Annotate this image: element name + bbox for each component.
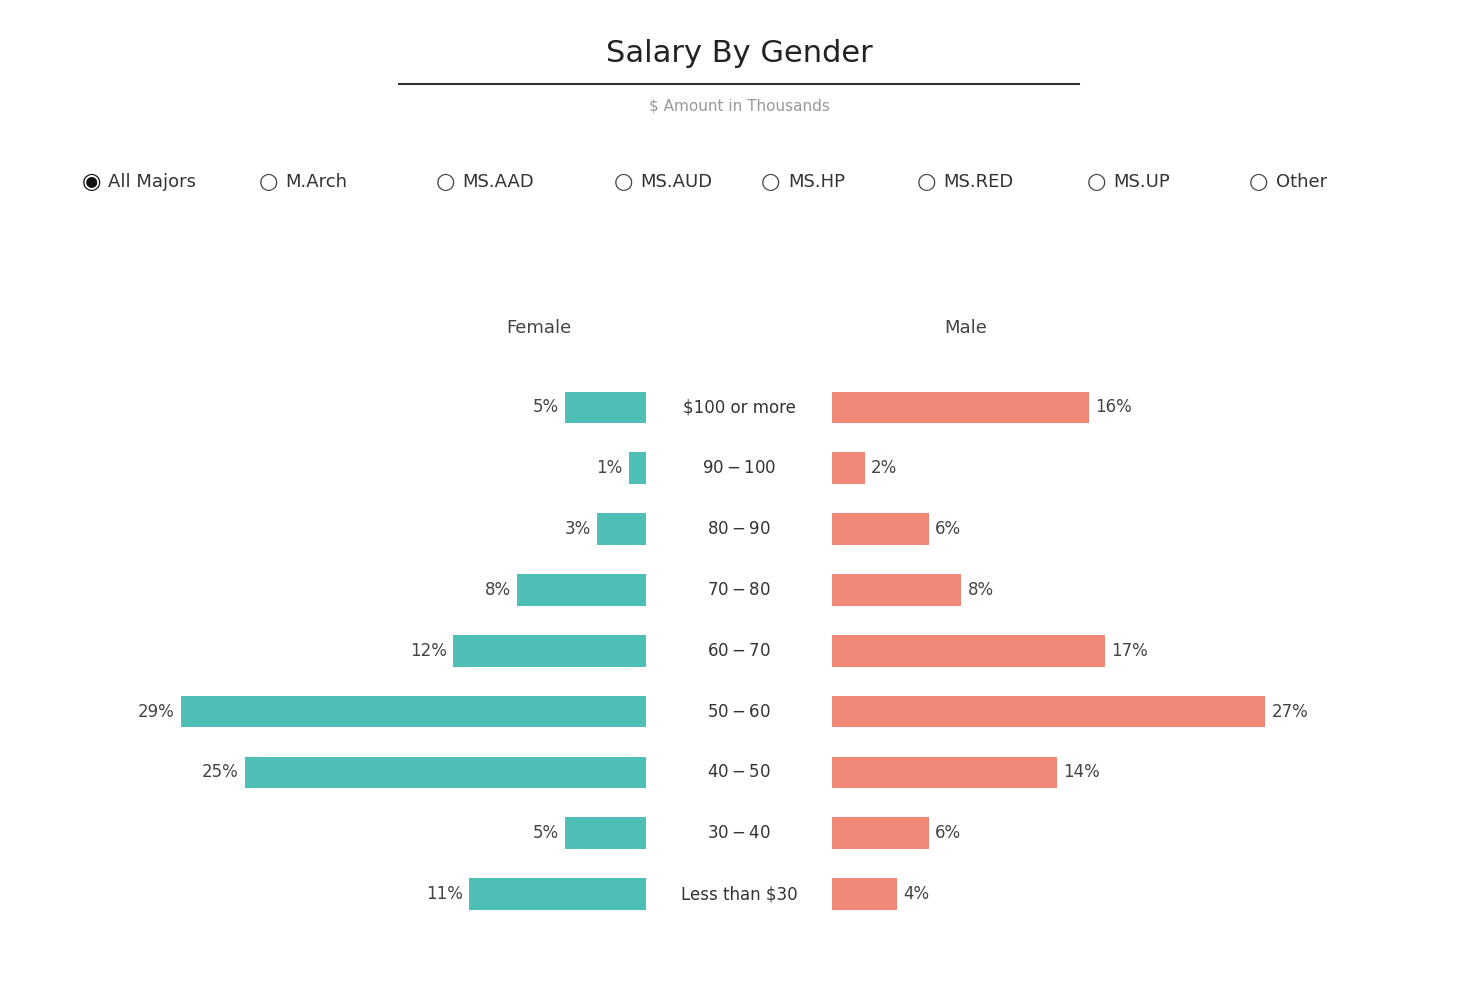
Text: 11%: 11% [426,885,463,903]
Text: 6%: 6% [936,824,962,842]
Text: 14%: 14% [1064,763,1100,782]
Text: 8%: 8% [485,581,510,599]
Bar [832,391,1089,423]
Text: $50 - $60: $50 - $60 [706,703,772,721]
Bar [832,514,928,545]
Bar [597,514,646,545]
Bar [630,453,646,484]
Text: 2%: 2% [871,459,897,477]
Text: All Majors: All Majors [108,174,197,191]
Text: $ Amount in Thousands: $ Amount in Thousands [649,99,829,113]
Text: MS.AUD: MS.AUD [640,174,712,191]
Text: ○: ○ [916,173,936,192]
Text: $70 - $80: $70 - $80 [706,581,772,599]
Bar [245,756,646,788]
Text: 27%: 27% [1273,703,1308,721]
Bar [832,879,897,910]
Bar [832,817,928,849]
Bar [566,391,646,423]
Text: 8%: 8% [968,581,993,599]
Text: $40 - $50: $40 - $50 [706,763,772,782]
Text: MS.RED: MS.RED [943,174,1014,191]
Text: MS.HP: MS.HP [788,174,845,191]
Text: 17%: 17% [1111,642,1148,660]
Text: ○: ○ [259,173,278,192]
Bar [832,574,961,605]
Text: 12%: 12% [409,642,446,660]
Text: ○: ○ [613,173,633,192]
Text: 5%: 5% [532,824,559,842]
Text: $100 or more: $100 or more [683,398,795,416]
Bar [832,756,1057,788]
Text: M.Arch: M.Arch [285,174,347,191]
Text: 25%: 25% [201,763,238,782]
Text: 1%: 1% [597,459,622,477]
Text: 3%: 3% [565,520,591,538]
Text: Other: Other [1276,174,1327,191]
Bar [832,635,1106,667]
Text: 16%: 16% [1095,398,1132,416]
Text: Less than $30: Less than $30 [681,885,797,903]
Bar [832,453,865,484]
Text: ○: ○ [1249,173,1268,192]
Bar [454,635,646,667]
Text: 4%: 4% [903,885,930,903]
Text: Salary By Gender: Salary By Gender [606,39,872,68]
Text: Female: Female [505,319,572,337]
Text: MS.UP: MS.UP [1113,174,1169,191]
Text: MS.AAD: MS.AAD [463,174,535,191]
Text: $30 - $40: $30 - $40 [706,824,772,842]
Text: ○: ○ [761,173,780,192]
Text: ○: ○ [1086,173,1106,192]
Text: $60 - $70: $60 - $70 [706,642,772,660]
Bar [566,817,646,849]
Text: 5%: 5% [532,398,559,416]
Text: ○: ○ [436,173,455,192]
Bar [469,879,646,910]
Bar [180,696,646,728]
Text: $80 - $90: $80 - $90 [706,520,772,538]
Bar [832,696,1265,728]
Text: ◉: ◉ [81,173,101,192]
Text: $90 - $100: $90 - $100 [702,459,776,477]
Text: Male: Male [944,319,987,337]
Bar [517,574,646,605]
Text: 29%: 29% [137,703,174,721]
Text: 6%: 6% [936,520,962,538]
